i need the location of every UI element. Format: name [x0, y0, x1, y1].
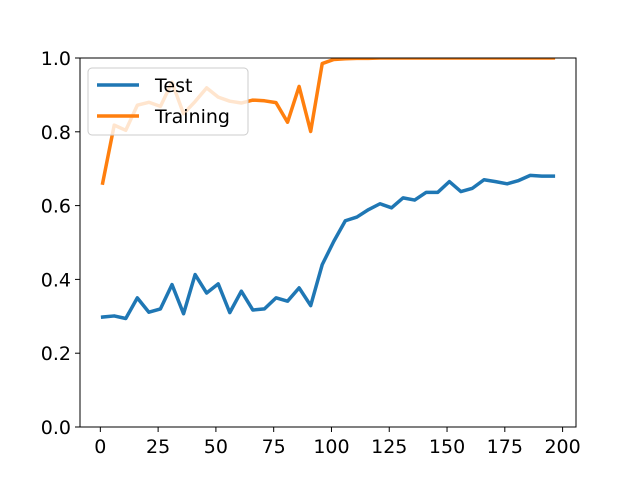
- x-tick-label: 150: [429, 436, 465, 458]
- x-tick-label: 175: [487, 436, 523, 458]
- legend-label-training: Training: [154, 106, 230, 128]
- x-tick-label: 125: [371, 436, 407, 458]
- y-tick-label: 0.6: [41, 196, 71, 218]
- x-tick-label: 25: [146, 436, 170, 458]
- legend: Test Training: [87, 67, 249, 136]
- x-tick-label: 75: [262, 436, 286, 458]
- x-tick-label: 200: [544, 436, 580, 458]
- y-tick-label: 0.8: [41, 122, 71, 144]
- x-tick-label: 100: [313, 436, 349, 458]
- x-tick-label: 0: [94, 436, 106, 458]
- legend-label-test: Test: [154, 75, 192, 97]
- series-line-test: [100, 173, 556, 321]
- x-tick-label: 50: [204, 436, 228, 458]
- y-axis: 0.0 0.2 0.4 0.6 0.8 1.0: [41, 48, 80, 439]
- y-tick-label: 0.4: [41, 269, 71, 291]
- y-tick-label: 1.0: [41, 48, 71, 70]
- y-tick-label: 0.2: [41, 343, 71, 365]
- y-tick-label: 0.0: [41, 417, 71, 439]
- plot-frame: [79, 57, 577, 428]
- x-axis: 0 25 50 75 100 125 150 175 200: [94, 427, 581, 458]
